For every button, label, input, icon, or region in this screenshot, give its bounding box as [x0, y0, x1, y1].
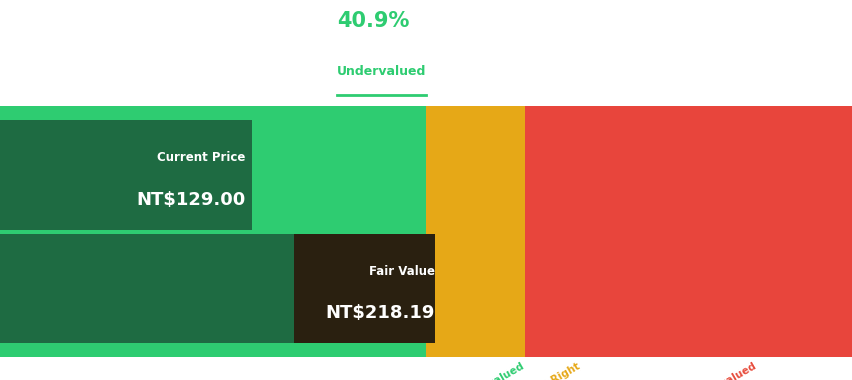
Text: About Right: About Right [515, 361, 581, 380]
Text: Undervalued: Undervalued [337, 65, 426, 78]
Bar [0, 106, 426, 357]
Bar [0, 234, 426, 344]
Bar [294, 234, 435, 344]
Text: Fair Value: Fair Value [369, 265, 435, 278]
Text: Current Price: Current Price [157, 151, 245, 164]
Text: 20% Undervalued: 20% Undervalued [430, 361, 525, 380]
Bar [524, 106, 852, 357]
Text: 20% Overvalued: 20% Overvalued [669, 361, 757, 380]
Text: NT$129.00: NT$129.00 [136, 190, 245, 209]
Text: NT$218.19: NT$218.19 [325, 304, 435, 323]
Bar [0, 120, 252, 230]
Text: 40.9%: 40.9% [337, 11, 409, 32]
Bar [426, 106, 524, 357]
